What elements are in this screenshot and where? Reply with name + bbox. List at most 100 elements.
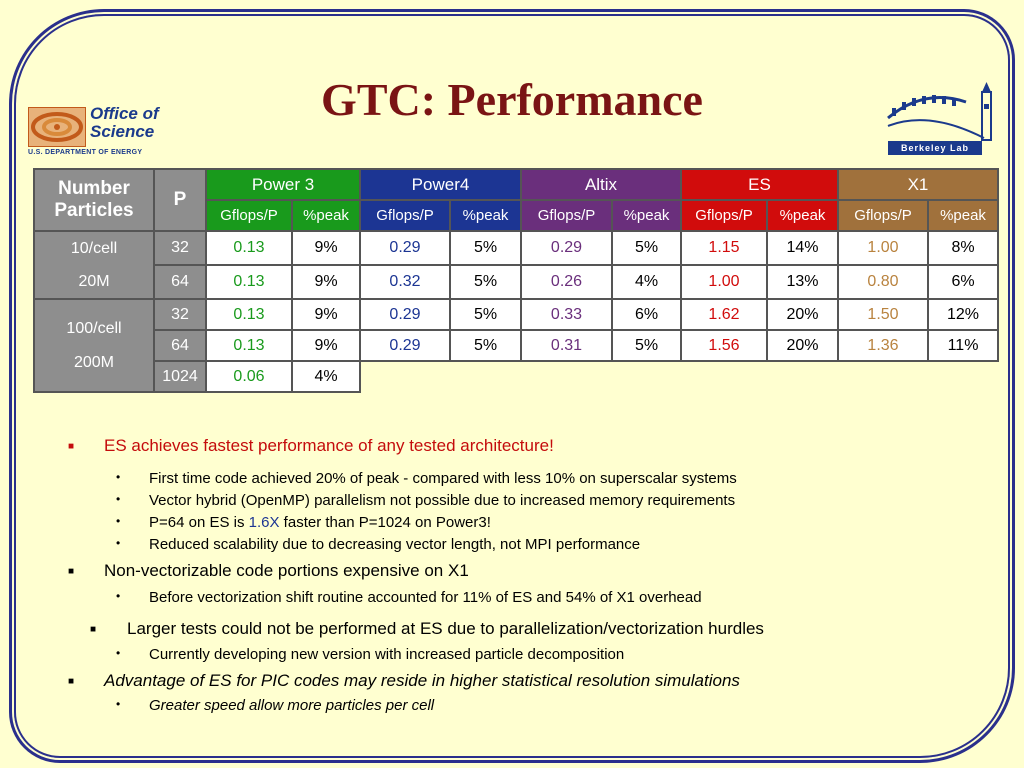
header-altix: Altix bbox=[520, 168, 682, 201]
table-cell: 9% bbox=[291, 264, 361, 300]
sub-bullet-text: faster than P=1024 on Power3! bbox=[279, 514, 491, 531]
subheader-peak: %peak bbox=[449, 199, 522, 232]
subheader-gflops: Gflops/P bbox=[837, 199, 929, 232]
sub-bullet: Reduced scalability due to decreasing ve… bbox=[149, 536, 641, 553]
p-cell: 32 bbox=[153, 298, 207, 331]
subheader-peak: %peak bbox=[927, 199, 999, 232]
table-cell: 1.00 bbox=[680, 264, 768, 300]
table-cell: 9% bbox=[291, 329, 361, 362]
table-cell: 0.29 bbox=[359, 329, 451, 362]
office-of-science-text: Office of Science bbox=[90, 105, 159, 141]
table-cell: 4% bbox=[291, 360, 361, 393]
bullet-4: Advantage of ES for PIC codes may reside… bbox=[104, 671, 740, 690]
table-cell: 6% bbox=[927, 264, 999, 300]
doe-swirl-icon bbox=[28, 107, 86, 147]
group-label-line: 200M bbox=[73, 353, 115, 371]
dot-bullet-icon: • bbox=[116, 492, 121, 506]
doe-subtitle: U.S. DEPARTMENT OF ENERGY bbox=[28, 149, 143, 156]
logo-line2: Science bbox=[90, 122, 155, 141]
table-cell: 5% bbox=[449, 298, 522, 331]
table-cell: 1.15 bbox=[680, 230, 768, 266]
table-cell: 14% bbox=[766, 230, 839, 266]
p-cell: 64 bbox=[153, 329, 207, 362]
table-header-row: Number Particles P Power 3 Power4 Altix … bbox=[33, 168, 999, 232]
p-cell: 1024 bbox=[153, 360, 207, 393]
header-power4: Power4 bbox=[359, 168, 522, 201]
empty-cell bbox=[360, 361, 998, 392]
table-cell: 1.36 bbox=[837, 329, 929, 362]
header-x1: X1 bbox=[837, 168, 999, 201]
header-p: P bbox=[153, 168, 207, 232]
header-number-particles: Number Particles bbox=[33, 168, 155, 232]
sub-bullet: Before vectorization shift routine accou… bbox=[149, 589, 702, 606]
speedup-highlight: 1.6X bbox=[248, 514, 280, 531]
dot-bullet-icon: • bbox=[116, 514, 121, 528]
table-cell: 0.33 bbox=[520, 298, 613, 331]
table-cell: 0.29 bbox=[359, 298, 451, 331]
subheader-gflops: Gflops/P bbox=[680, 199, 768, 232]
dot-bullet-icon: • bbox=[116, 470, 121, 484]
subheader-gflops: Gflops/P bbox=[520, 199, 613, 232]
table-cell: 20% bbox=[766, 298, 839, 331]
table-cell: 0.32 bbox=[359, 264, 451, 300]
p-cell: 64 bbox=[153, 264, 207, 300]
sub-bullet: P=64 on ES is 1.6X faster than P=1024 on… bbox=[149, 514, 491, 531]
berkeley-lab-logo: Berkeley Lab bbox=[884, 80, 1006, 160]
group-label-line: 20M bbox=[78, 273, 110, 290]
table-row: 64 0.13 9% 0.29 5% 0.31 5% 1.56 20% 1.36… bbox=[34, 329, 999, 362]
bullet-2: Non-vectorizable code portions expensive… bbox=[104, 561, 469, 580]
table-cell: 13% bbox=[766, 264, 839, 300]
dot-bullet-icon: • bbox=[116, 536, 121, 550]
office-of-science-logo: Office of Science U.S. DEPARTMENT OF ENE… bbox=[28, 105, 188, 163]
table-row: 10/cell 20M 32 0.13 9% 0.29 5% 0.29 5% 1… bbox=[33, 230, 999, 300]
table-cell: 0.31 bbox=[520, 329, 613, 362]
table-cell: 1.62 bbox=[680, 298, 768, 331]
header-power3: Power 3 bbox=[205, 168, 361, 201]
table-cell: 0.26 bbox=[520, 264, 613, 300]
sub-bullet: Vector hybrid (OpenMP) parallelism not p… bbox=[149, 492, 736, 509]
table-cell: 5% bbox=[449, 264, 522, 300]
table-subheader-row: Gflops/P %peak Gflops/P %peak Gflops/P %… bbox=[34, 199, 999, 232]
bullet-3: Larger tests could not be performed at E… bbox=[127, 619, 764, 638]
table-cell: 9% bbox=[291, 230, 361, 266]
group-label-10-cell: 10/cell 20M bbox=[33, 230, 155, 300]
subheader-peak: %peak bbox=[291, 199, 361, 232]
table-cell: 5% bbox=[611, 230, 682, 266]
table-cell: 9% bbox=[291, 298, 361, 331]
table-cell: 0.29 bbox=[359, 230, 451, 266]
table-row: 64 0.13 9% 0.32 5% 0.26 4% 1.00 13% 0.80… bbox=[34, 264, 999, 300]
table-cell: 0.13 bbox=[205, 230, 293, 266]
table-cell: 8% bbox=[927, 230, 999, 266]
group-label-line: 10/cell bbox=[70, 240, 118, 257]
berkeley-lab-building-icon bbox=[887, 82, 992, 141]
table-cell: 0.80 bbox=[837, 264, 929, 300]
berkeley-lab-label: Berkeley Lab bbox=[888, 141, 982, 155]
table-cell: 4% bbox=[611, 264, 682, 300]
sub-bullet: Currently developing new version with in… bbox=[149, 646, 625, 663]
dot-bullet-icon: • bbox=[116, 646, 121, 660]
table-cell: 20% bbox=[766, 329, 839, 362]
sub-bullet: Greater speed allow more particles per c… bbox=[149, 697, 435, 714]
square-bullet-icon: ■ bbox=[68, 676, 75, 687]
table-cell: 5% bbox=[449, 230, 522, 266]
sub-bullet: First time code achieved 20% of peak - c… bbox=[149, 470, 737, 487]
table-row: 1024 0.06 4% bbox=[34, 360, 998, 393]
p-cell: 32 bbox=[153, 230, 207, 266]
subheader-gflops: Gflops/P bbox=[359, 199, 451, 232]
dot-bullet-icon: • bbox=[116, 697, 121, 711]
slide-frame bbox=[14, 14, 1010, 758]
group-label-line: 100/cell bbox=[66, 319, 122, 337]
group-label-100-cell: 100/cell 200M bbox=[33, 298, 155, 393]
subheader-peak: %peak bbox=[611, 199, 682, 232]
table-cell: 5% bbox=[449, 329, 522, 362]
table-cell: 0.13 bbox=[205, 264, 293, 300]
table-cell: 0.13 bbox=[205, 329, 293, 362]
subheader-peak: %peak bbox=[766, 199, 839, 232]
header-es: ES bbox=[680, 168, 839, 201]
slide-title: GTC: Performance bbox=[321, 74, 703, 125]
table-cell: 5% bbox=[611, 329, 682, 362]
dot-bullet-icon: • bbox=[116, 589, 121, 603]
table-cell: 0.29 bbox=[520, 230, 613, 266]
subheader-gflops: Gflops/P bbox=[205, 199, 293, 232]
square-bullet-icon: ■ bbox=[68, 566, 75, 577]
